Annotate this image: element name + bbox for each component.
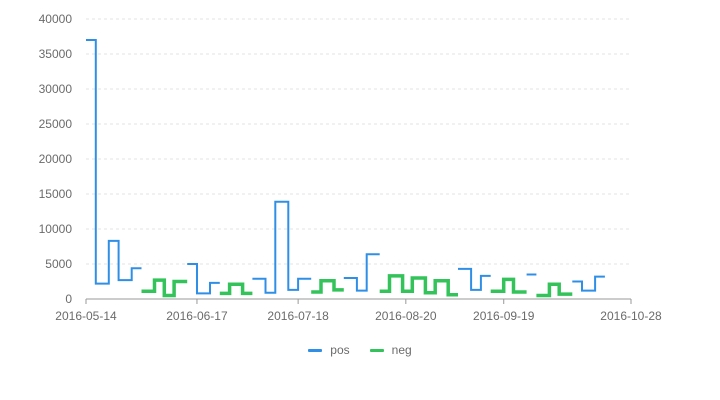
x-axis: 2016-05-14 2016-06-17 2016-07-18 2016-08-20… — [55, 298, 662, 323]
y-tick-label: 30000 — [39, 82, 73, 96]
x-tick-label: 2016-07-18 — [267, 309, 329, 323]
x-tick-label: 2016-08-20 — [375, 309, 437, 323]
y-tick-label: 10000 — [39, 222, 73, 236]
y-tick-label: 25000 — [39, 117, 73, 131]
y-tick-label: 0 — [65, 292, 72, 306]
y-tick-label: 15000 — [39, 187, 73, 201]
gridlines — [86, 18, 631, 265]
x-tick-label: 2016-10-28 — [600, 309, 662, 323]
y-tick-label: 20000 — [39, 152, 73, 166]
legend-swatch-pos — [308, 348, 323, 352]
legend: pos neg — [0, 343, 720, 357]
legend-item-neg[interactable]: neg — [369, 343, 412, 357]
legend-item-pos[interactable]: pos — [308, 343, 350, 357]
legend-label-neg: neg — [391, 343, 412, 357]
series-line-pos — [86, 39, 605, 295]
x-tick-label: 2016-06-17 — [166, 309, 228, 323]
y-tick-label: 5000 — [45, 257, 72, 271]
series-lines — [86, 39, 605, 298]
y-tick-label: 35000 — [39, 47, 73, 61]
y-axis: 0 5000 10000 15000 20000 25000 30000 35000 40000 — [39, 12, 73, 306]
x-tick-label: 2016-09-19 — [473, 309, 535, 323]
legend-swatch-neg — [369, 348, 384, 352]
y-tick-label: 40000 — [39, 12, 73, 26]
x-tick-label: 2016-05-14 — [55, 309, 117, 323]
legend-label-pos: pos — [330, 343, 350, 357]
series-line-neg — [141, 274, 573, 298]
